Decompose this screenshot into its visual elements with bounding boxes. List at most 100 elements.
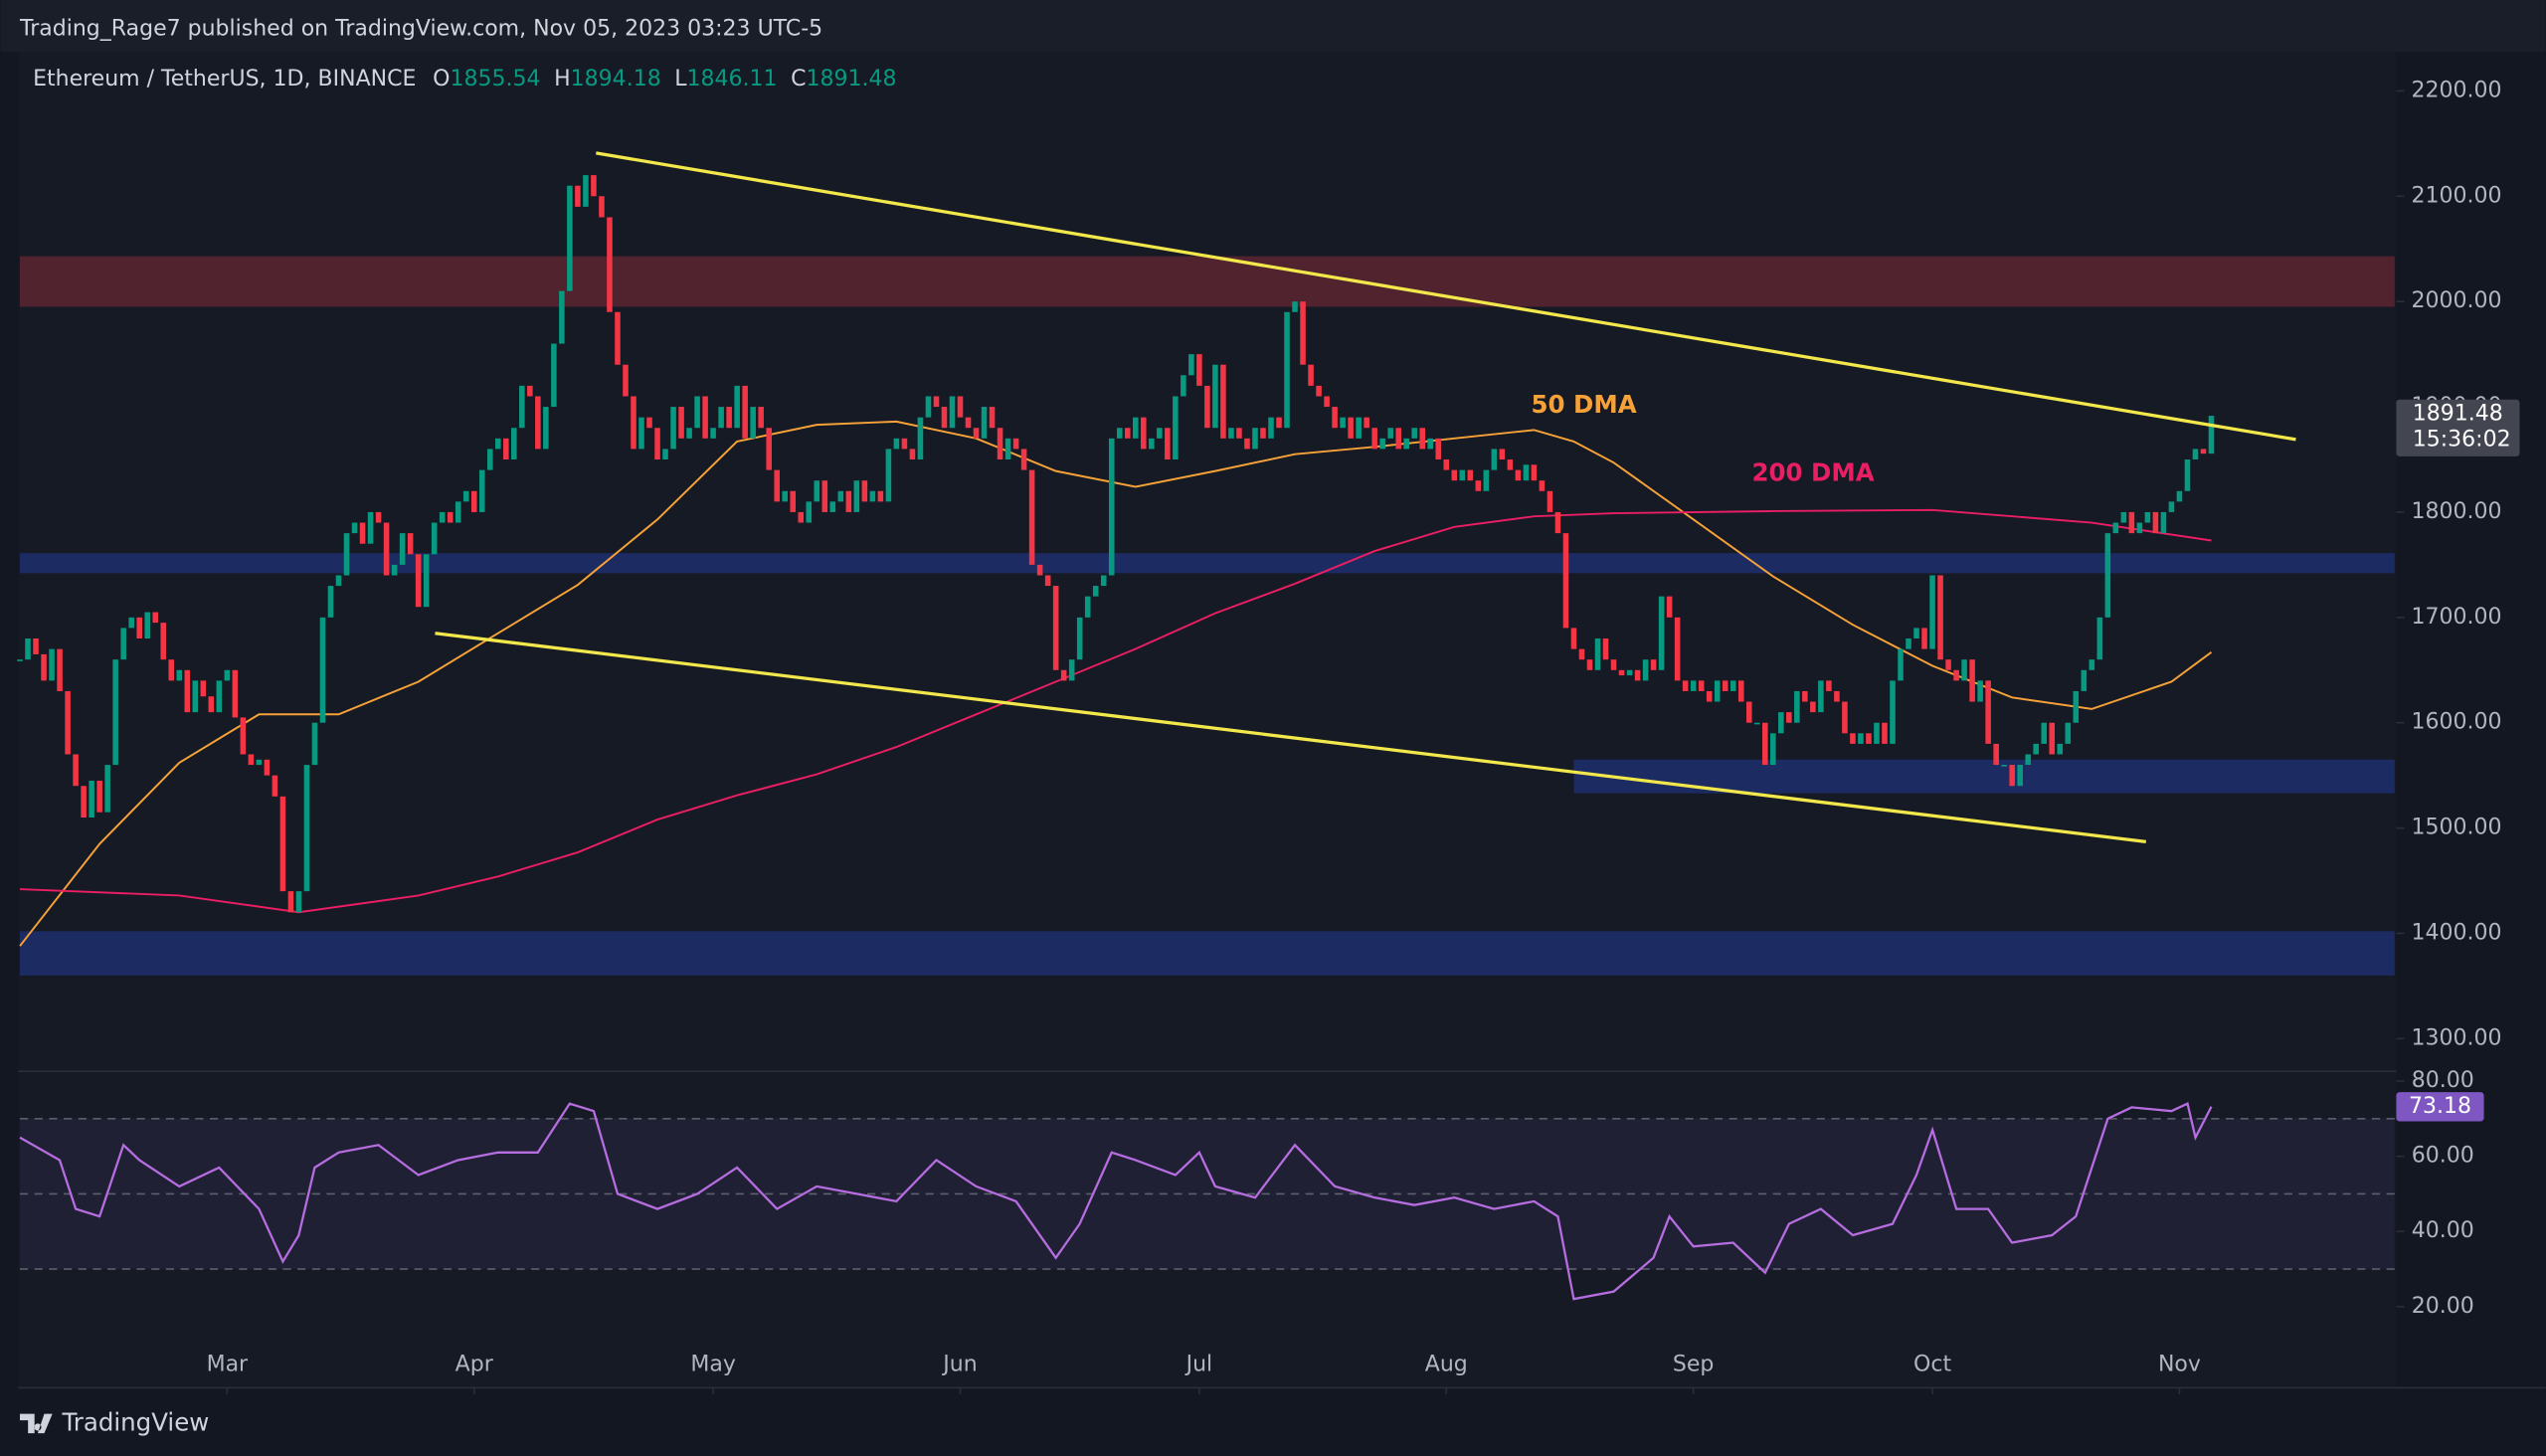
candle xyxy=(351,522,358,534)
candle xyxy=(543,407,549,450)
candle xyxy=(2120,511,2127,523)
candle xyxy=(1586,659,1593,670)
candle xyxy=(790,490,797,512)
candle xyxy=(192,680,199,713)
x-tick-label: Oct xyxy=(1913,1353,1951,1377)
candle xyxy=(57,648,63,691)
ohlc-value: 1894.18 xyxy=(571,67,661,91)
x-tick-label: Jun xyxy=(941,1353,977,1377)
candle xyxy=(1316,385,1322,397)
candle xyxy=(1634,669,1641,681)
candle xyxy=(248,754,255,766)
candle xyxy=(869,490,876,502)
candle xyxy=(415,554,422,608)
candle xyxy=(1157,428,1163,439)
candle xyxy=(1985,680,1991,744)
candle xyxy=(343,533,350,576)
y-tick-label: 2000.00 xyxy=(2411,288,2501,313)
candle xyxy=(2001,765,2007,767)
candle xyxy=(240,717,247,755)
candle xyxy=(845,490,852,512)
candle xyxy=(1850,733,1856,744)
candle xyxy=(152,612,159,624)
candle xyxy=(2112,522,2119,534)
candle xyxy=(200,680,207,697)
candle xyxy=(1786,712,1792,723)
candle xyxy=(1937,575,1943,660)
candle xyxy=(1284,311,1290,429)
candle xyxy=(1092,586,1099,597)
x-tick-label: Aug xyxy=(1425,1353,1468,1377)
candle xyxy=(941,407,948,429)
candle xyxy=(224,669,231,681)
candle xyxy=(439,511,446,523)
attribution: Trading_Rage7 published on TradingView.c… xyxy=(19,16,822,41)
candle xyxy=(264,759,271,776)
candle xyxy=(1682,680,1689,691)
candle xyxy=(303,765,310,892)
candle xyxy=(1427,438,1434,450)
candle xyxy=(1818,680,1824,713)
moving-average xyxy=(19,420,2213,947)
candle xyxy=(1116,428,1123,439)
plot-layer: 50 DMA 200 DMA xyxy=(17,151,2395,976)
candle xyxy=(375,511,382,523)
candle xyxy=(1770,733,1776,766)
candle xyxy=(1173,396,1179,460)
price-label-box xyxy=(2396,399,2520,456)
candle xyxy=(1921,628,1927,649)
candle xyxy=(136,617,142,639)
candle xyxy=(1467,469,1474,481)
candle xyxy=(1435,438,1442,460)
candle xyxy=(2073,690,2080,723)
ohlc-label: H xyxy=(554,67,571,91)
candle xyxy=(25,638,31,660)
candle xyxy=(1212,364,1218,429)
candle xyxy=(710,428,716,439)
candle xyxy=(1260,428,1266,439)
candle xyxy=(1403,438,1409,450)
candle xyxy=(1371,428,1377,450)
candle xyxy=(383,522,390,576)
candle xyxy=(893,438,900,450)
ohlc-value: 1846.11 xyxy=(687,67,778,91)
candle xyxy=(758,407,764,429)
candle xyxy=(2065,722,2072,744)
candle xyxy=(1698,680,1705,691)
candle xyxy=(1036,564,1043,576)
candle xyxy=(1578,648,1585,660)
brand: TradingView xyxy=(61,1407,209,1436)
candle xyxy=(623,364,629,397)
candle xyxy=(1451,469,1458,481)
candle xyxy=(287,891,294,913)
candle xyxy=(423,554,430,608)
x-tick-label: Jul xyxy=(1184,1353,1213,1377)
candle xyxy=(829,501,836,512)
candle xyxy=(925,396,932,418)
candle xyxy=(1977,680,1983,702)
candle xyxy=(1459,469,1466,481)
candle xyxy=(1866,733,1872,744)
candle xyxy=(1499,449,1506,460)
candle xyxy=(997,428,1003,460)
y-tick-label: 20.00 xyxy=(2412,1294,2474,1319)
candle xyxy=(2017,765,2023,787)
moving-average xyxy=(19,508,2212,914)
candle xyxy=(359,522,366,544)
ohlc-label: C xyxy=(791,67,806,91)
candle xyxy=(1100,575,1107,587)
candle xyxy=(1340,417,1346,429)
candle xyxy=(670,407,676,450)
candle xyxy=(837,490,844,502)
candle xyxy=(2009,765,2015,787)
candle xyxy=(1898,648,1904,681)
candle xyxy=(494,438,501,450)
candle xyxy=(2041,722,2048,744)
candle xyxy=(2136,522,2143,534)
candle xyxy=(1196,354,1202,386)
candle xyxy=(607,217,613,312)
candle xyxy=(208,696,215,713)
y-tick-label: 1500.00 xyxy=(2411,816,2501,840)
candle xyxy=(1618,669,1625,676)
